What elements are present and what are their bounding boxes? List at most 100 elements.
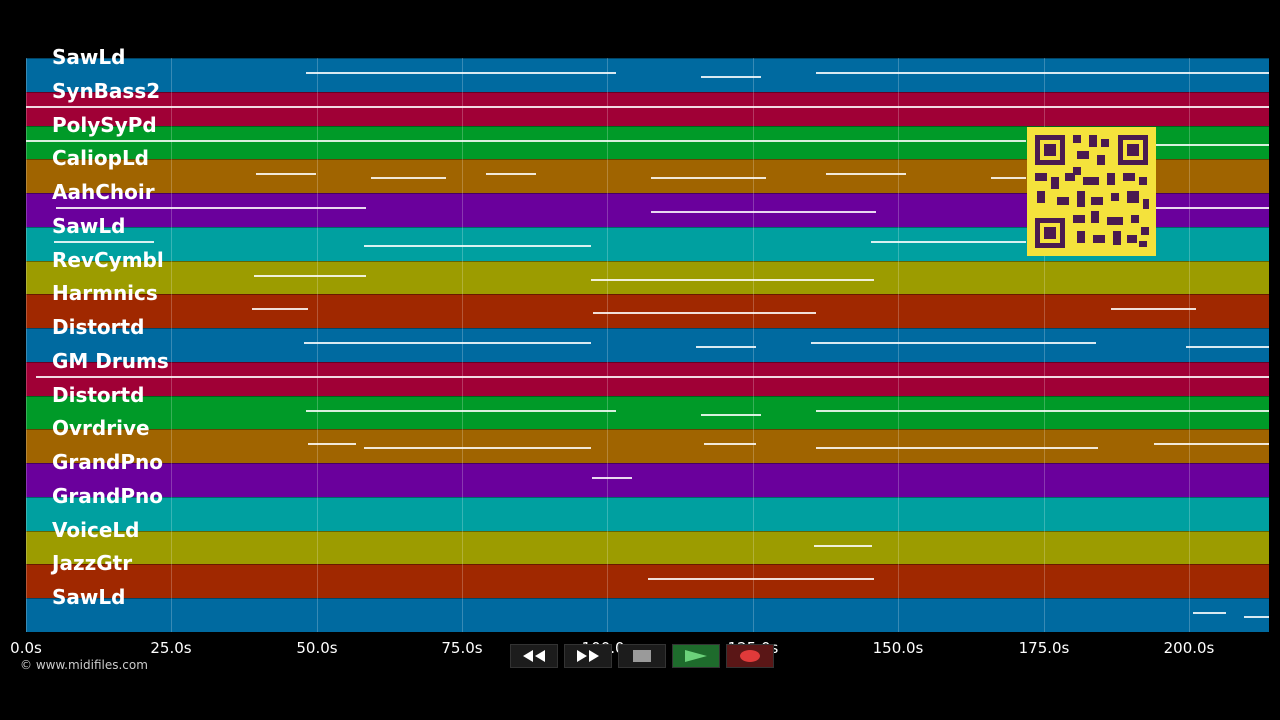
time-tick-label: 200.0s	[1163, 639, 1215, 657]
note-streak	[991, 177, 1026, 180]
stop-button[interactable]	[618, 644, 666, 668]
note-streak	[826, 173, 906, 176]
note-streak	[816, 72, 1269, 74]
grid-line	[26, 58, 27, 632]
grid-line	[607, 58, 608, 632]
track-name-label: SawLd	[52, 45, 126, 69]
track-lane	[26, 91, 1269, 126]
note-streak	[54, 240, 154, 243]
grid-line	[1044, 58, 1045, 632]
note-streak	[364, 447, 591, 450]
note-streak	[1156, 143, 1269, 146]
time-tick-label: 0.0s	[10, 639, 42, 657]
track-name-label: Distortd	[52, 315, 145, 339]
qr-code	[1027, 127, 1156, 256]
note-streak	[306, 72, 616, 74]
note-streak	[1156, 207, 1269, 209]
note-streak	[36, 375, 1269, 378]
note-streak	[816, 409, 1269, 412]
play-icon	[685, 650, 707, 662]
note-streak	[1186, 346, 1269, 348]
note-streak	[701, 76, 761, 78]
note-streak	[254, 274, 366, 277]
track-lane	[26, 463, 1269, 497]
rewind-button[interactable]	[510, 644, 558, 668]
track-name-label: SawLd	[52, 585, 126, 609]
note-streak	[704, 443, 756, 446]
track-name-label: GrandPno	[52, 483, 163, 508]
note-streak	[1193, 612, 1226, 614]
note-streak	[486, 173, 536, 176]
note-streak	[308, 443, 356, 446]
track-lane	[26, 361, 1269, 396]
note-streak	[1154, 443, 1269, 446]
note-streak	[256, 173, 316, 176]
track-lane	[26, 496, 1269, 531]
note-streak	[816, 447, 1098, 450]
track-name-label: VoiceLd	[52, 517, 140, 542]
note-streak	[26, 139, 1026, 142]
track-lane	[26, 598, 1269, 632]
note-streak	[648, 578, 874, 581]
track-name-label: SawLd	[52, 213, 126, 238]
note-streak	[651, 177, 766, 180]
qr-code-icon	[1035, 135, 1149, 248]
track-lane	[26, 260, 1269, 295]
track-name-label: AahChoir	[52, 180, 155, 204]
time-tick-label: 25.0s	[150, 639, 192, 657]
track-name-label: GrandPno	[52, 450, 163, 474]
track-lane	[26, 58, 1269, 92]
track-name-label: CaliopLd	[52, 146, 150, 171]
track-name-label: SynBass2	[52, 78, 161, 103]
time-tick-label: 150.0s	[872, 639, 924, 657]
note-streak	[306, 409, 616, 412]
time-tick-label: 175.0s	[1018, 639, 1070, 657]
fast-forward-icon	[577, 650, 599, 662]
transport-controls	[510, 644, 774, 670]
track-lane	[26, 530, 1269, 565]
track-lane	[26, 564, 1269, 599]
note-streak	[871, 240, 1026, 243]
note-streak	[591, 278, 874, 281]
track-name-label: GM Drums	[52, 348, 169, 373]
track-name-label: Ovrdrive	[52, 416, 150, 441]
note-streak	[304, 342, 591, 344]
note-streak	[1111, 308, 1196, 311]
track-lane	[26, 429, 1269, 464]
note-streak	[371, 177, 446, 180]
track-name-label: RevCymbl	[52, 247, 164, 272]
play-button[interactable]	[672, 644, 720, 668]
note-streak	[26, 105, 1269, 108]
record-button[interactable]	[726, 644, 774, 668]
track-lane	[26, 328, 1269, 362]
track-lane	[26, 294, 1269, 329]
fast-forward-button[interactable]	[564, 644, 612, 668]
track-name-label: Distortd	[52, 382, 145, 407]
time-tick-label: 50.0s	[296, 639, 338, 657]
stop-icon	[633, 650, 651, 662]
track-name-label: JazzGtr	[52, 551, 133, 576]
track-name-label: PolySyPd	[52, 112, 157, 137]
grid-line	[753, 58, 754, 632]
grid-line	[1189, 58, 1190, 632]
note-streak	[56, 207, 366, 209]
note-streak	[1244, 616, 1269, 618]
rewind-icon	[523, 650, 545, 662]
note-streak	[592, 477, 632, 479]
note-streak	[651, 211, 876, 213]
note-streak	[814, 544, 872, 547]
note-streak	[701, 413, 761, 416]
note-streak	[252, 308, 308, 311]
note-streak	[364, 244, 591, 247]
record-icon	[740, 650, 760, 662]
grid-line	[898, 58, 899, 632]
grid-line	[462, 58, 463, 632]
track-name-label: Harmnics	[52, 281, 158, 306]
track-lane	[26, 395, 1269, 430]
note-streak	[593, 312, 816, 315]
grid-line	[317, 58, 318, 632]
grid-line	[171, 58, 172, 632]
note-streak	[696, 346, 756, 348]
time-tick-label: 75.0s	[441, 639, 483, 657]
copyright-text: © www.midifiles.com	[20, 658, 148, 672]
